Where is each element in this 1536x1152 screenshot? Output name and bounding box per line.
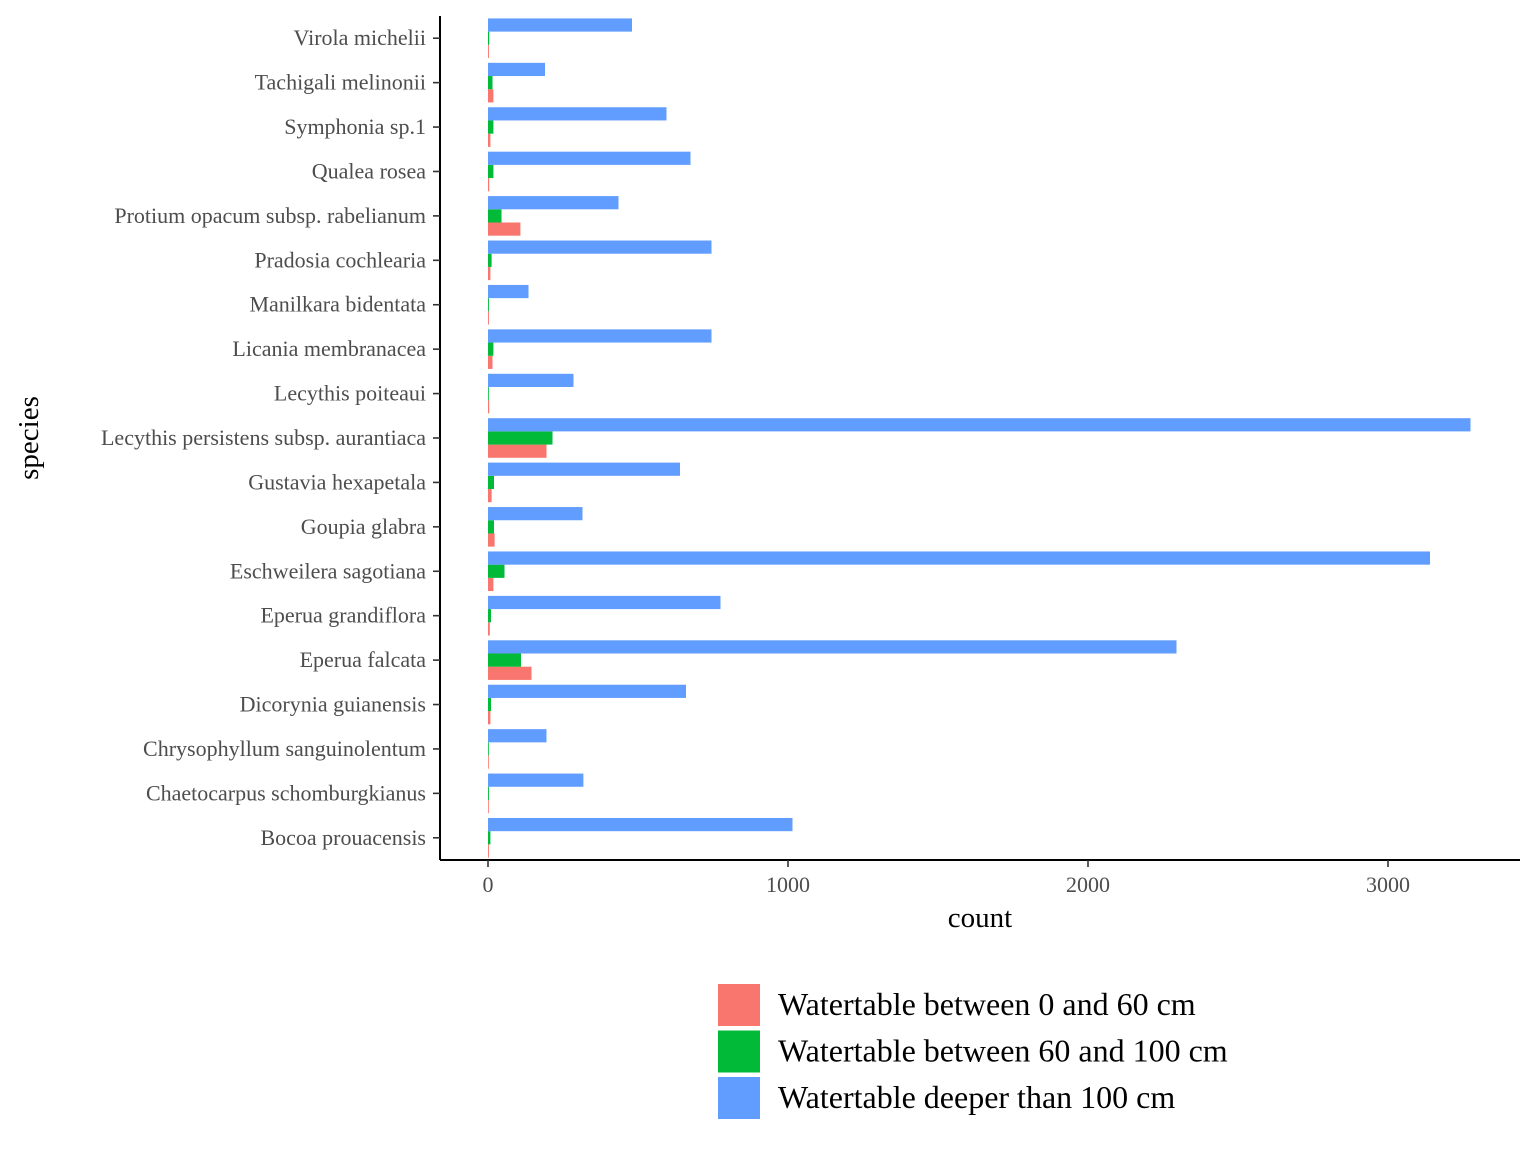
- y-tick-label: Bocoa prouacensis: [260, 825, 426, 850]
- bar-qualea-rosea-s1: [488, 178, 490, 192]
- bar-chrysophyllum-sanguinolentum-s2: [488, 742, 489, 756]
- bar-eschweilera-sagotiana-s1: [488, 577, 494, 592]
- bar-tachigali-melinonii-s3: [488, 62, 545, 77]
- legend-key-s2: [718, 1030, 760, 1073]
- bar-goupia-glabra-s1: [488, 533, 495, 547]
- bar-chaetocarpus-schomburgkianus-s1: [488, 799, 489, 814]
- bar-virola-michelii-s2: [488, 31, 490, 45]
- bar-gustavia-hexapetala-s3: [488, 462, 680, 476]
- bar-bocoa-prouacensis-s1: [488, 844, 489, 858]
- y-tick-label: Qualea rosea: [312, 158, 426, 183]
- bar-eperua-falcata-s3: [488, 640, 1177, 654]
- x-tick-label: 0: [483, 872, 494, 897]
- y-tick-label: Eperua grandiflora: [260, 603, 426, 628]
- bar-protium-opacum-subsp-rabelianum-s2: [488, 209, 502, 223]
- bar-eschweilera-sagotiana-s3: [488, 551, 1430, 565]
- bar-manilkara-bidentata-s3: [488, 284, 529, 299]
- bar-dicorynia-guianensis-s1: [488, 711, 491, 725]
- y-tick-label: Licania membranacea: [232, 336, 426, 361]
- bar-lecythis-persistens-subsp-aurantiaca-s1: [488, 444, 547, 458]
- y-axis-ticks: Virola michelii Tachigali melinonii Sympho…: [101, 25, 440, 850]
- y-tick-label: Eschweilera sagotiana: [230, 558, 426, 583]
- y-tick-label: Lecythis poiteaui: [274, 381, 426, 406]
- bar-tachigali-melinonii-s2: [488, 76, 493, 90]
- bar-chrysophyllum-sanguinolentum-s3: [488, 729, 547, 743]
- y-tick-label: Manilkara bidentata: [249, 292, 426, 317]
- y-tick-label: Chaetocarpus schomburgkianus: [146, 780, 426, 805]
- y-tick-label: Symphonia sp.1: [284, 114, 426, 139]
- y-tick-label: Virola michelii: [294, 25, 426, 50]
- bar-eperua-grandiflora-s3: [488, 595, 721, 610]
- bar-licania-membranacea-s1: [488, 355, 493, 369]
- x-tick-label: 3000: [1366, 872, 1410, 897]
- bar-goupia-glabra-s3: [488, 507, 583, 521]
- bar-bocoa-prouacensis-s3: [488, 817, 793, 832]
- legend-label-s3: Watertable deeper than 100 cm: [778, 1079, 1175, 1115]
- bar-lecythis-poiteaui-s2: [488, 386, 489, 401]
- bar-licania-membranacea-s3: [488, 329, 712, 343]
- bar-gustavia-hexapetala-s1: [488, 489, 492, 503]
- y-tick-label: Tachigali melinonii: [255, 70, 426, 95]
- y-axis-title: species: [13, 396, 45, 480]
- y-tick-label: Dicorynia guianensis: [240, 692, 426, 717]
- bar-lecythis-poiteaui-s1: [488, 400, 490, 414]
- x-tick-label: 2000: [1066, 872, 1110, 897]
- y-tick-label: Lecythis persistens subsp. aurantiaca: [101, 425, 426, 450]
- bar-eperua-grandiflora-s1: [488, 622, 490, 636]
- axes-layer: [439, 16, 1520, 861]
- x-axis-ticks: 0 1000 2000 3000: [483, 860, 1410, 897]
- bar-lecythis-poiteaui-s3: [488, 373, 574, 387]
- bar-chaetocarpus-schomburgkianus-s2: [488, 786, 489, 800]
- bar-dicorynia-guianensis-s3: [488, 684, 686, 698]
- bar-gustavia-hexapetala-s2: [488, 475, 494, 490]
- legend-key-s3: [718, 1077, 760, 1119]
- bar-eperua-falcata-s2: [488, 653, 521, 667]
- legend-label-s1: Watertable between 0 and 60 cm: [778, 986, 1196, 1022]
- bar-manilkara-bidentata-s2: [488, 298, 489, 312]
- legend-key-s1: [718, 984, 760, 1026]
- bar-qualea-rosea-s3: [488, 151, 691, 165]
- bar-bocoa-prouacensis-s2: [488, 831, 491, 845]
- bar-dicorynia-guianensis-s2: [488, 697, 491, 712]
- bar-virola-michelii-s1: [488, 44, 489, 59]
- y-tick-label: Eperua falcata: [300, 647, 427, 672]
- bar-tachigali-melinonii-s1: [488, 89, 494, 103]
- bar-chrysophyllum-sanguinolentum-s1: [488, 755, 489, 769]
- bar-pradosia-cochlearia-s2: [488, 253, 492, 267]
- bar-virola-michelii-s3: [488, 18, 632, 32]
- bar-protium-opacum-subsp-rabelianum-s3: [488, 196, 619, 210]
- bar-chaetocarpus-schomburgkianus-s3: [488, 773, 584, 787]
- bar-protium-opacum-subsp-rabelianum-s1: [488, 222, 521, 236]
- bar-symphonia-sp-1-s2: [488, 120, 494, 134]
- legend-label-s2: Watertable between 60 and 100 cm: [778, 1033, 1228, 1069]
- bar-manilkara-bidentata-s1: [488, 311, 489, 325]
- bar-goupia-glabra-s2: [488, 520, 494, 534]
- bar-lecythis-persistens-subsp-aurantiaca-s3: [488, 418, 1471, 432]
- bar-pradosia-cochlearia-s3: [488, 240, 712, 254]
- y-tick-label: Chrysophyllum sanguinolentum: [143, 736, 426, 761]
- x-tick-label: 1000: [766, 872, 810, 897]
- y-tick-label: Pradosia cochlearia: [254, 247, 426, 272]
- y-tick-label: Goupia glabra: [301, 514, 426, 539]
- bar-symphonia-sp-1-s3: [488, 107, 667, 121]
- bar-symphonia-sp-1-s1: [488, 133, 491, 147]
- bar-qualea-rosea-s2: [488, 164, 494, 179]
- bar-eperua-falcata-s1: [488, 666, 532, 680]
- bars-layer: [488, 18, 1471, 858]
- bar-eschweilera-sagotiana-s2: [488, 564, 505, 578]
- bar-lecythis-persistens-subsp-aurantiaca-s2: [488, 431, 553, 445]
- legend: Watertable between 0 and 60 cm Watertable…: [718, 984, 1228, 1119]
- bar-pradosia-cochlearia-s1: [488, 266, 491, 281]
- y-tick-label: Protium opacum subsp. rabelianum: [114, 203, 426, 228]
- bar-licania-membranacea-s2: [488, 342, 494, 356]
- y-tick-label: Gustavia hexapetala: [248, 469, 426, 494]
- x-axis-title: count: [948, 902, 1012, 934]
- bar-eperua-grandiflora-s2: [488, 609, 491, 623]
